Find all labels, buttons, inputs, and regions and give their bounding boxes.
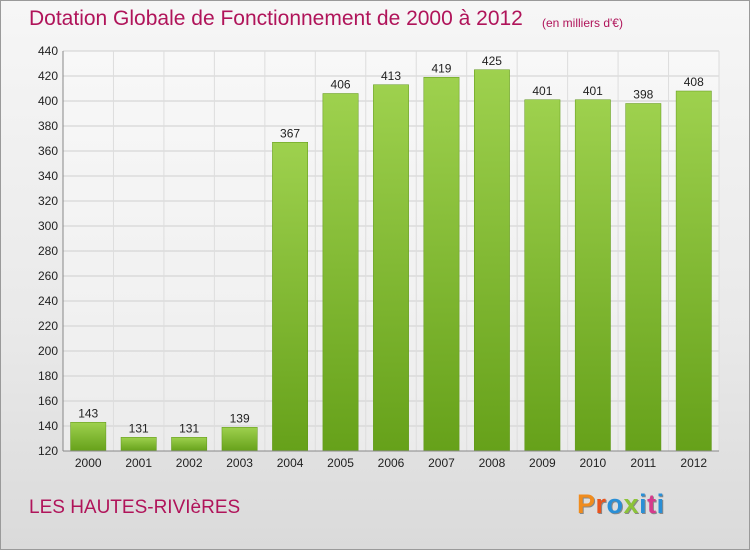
y-tick-label: 220: [38, 319, 58, 333]
y-tick-label: 160: [38, 394, 58, 408]
data-label: 143: [78, 406, 98, 420]
data-label: 131: [179, 421, 199, 435]
y-tick-label: 140: [38, 419, 58, 433]
bar[interactable]: [474, 69, 510, 452]
x-tick-label: 2006: [378, 456, 405, 470]
bar[interactable]: [675, 90, 712, 452]
x-tick-label: 2002: [176, 456, 203, 470]
x-tick-label: 2003: [226, 456, 253, 470]
data-label: 367: [280, 126, 300, 140]
data-label: 139: [230, 411, 250, 425]
y-tick-label: 240: [38, 294, 58, 308]
brand-letter: i: [639, 489, 648, 519]
y-tick-label: 300: [38, 219, 58, 233]
data-label: 413: [381, 69, 401, 83]
bar[interactable]: [373, 84, 409, 452]
bar[interactable]: [70, 422, 107, 452]
data-label: 419: [431, 61, 451, 75]
y-tick-label: 440: [38, 44, 58, 58]
brand-letter: o: [606, 489, 624, 519]
x-tick-label: 2004: [277, 456, 304, 470]
y-tick-label: 420: [38, 69, 58, 83]
x-tick-label: 2010: [579, 456, 606, 470]
bar[interactable]: [423, 77, 460, 452]
bar[interactable]: [221, 427, 258, 452]
brand-letter: x: [623, 489, 640, 519]
bar[interactable]: [272, 142, 308, 452]
x-tick-label: 2005: [327, 456, 354, 470]
commune-name: LES HAUTES-RIVIèRES: [29, 497, 241, 518]
y-tick-label: 280: [38, 244, 58, 258]
chart-title: Dotation Globale de Fonctionnement de 20…: [29, 7, 523, 30]
x-tick-label: 2001: [125, 456, 152, 470]
y-tick-label: 260: [38, 269, 58, 283]
x-tick-label: 2007: [428, 456, 455, 470]
data-label: 425: [482, 54, 502, 68]
y-tick-label: 180: [38, 369, 58, 383]
y-tick-label: 360: [38, 144, 58, 158]
x-tick-label: 2000: [75, 456, 102, 470]
bar[interactable]: [574, 99, 611, 452]
y-tick-label: 340: [38, 169, 58, 183]
bar[interactable]: [171, 437, 208, 452]
brand-letter: r: [595, 489, 607, 519]
y-tick-label: 120: [38, 444, 58, 458]
y-tick-label: 200: [38, 344, 58, 358]
data-label: 401: [583, 84, 603, 98]
brand-letter: P: [577, 489, 596, 519]
x-tick-label: 2008: [479, 456, 506, 470]
y-tick-label: 380: [38, 119, 58, 133]
bar[interactable]: [322, 93, 359, 452]
bar-chart: 120 140 160 180 200 220 240 260 280 300 320 340 360 3…: [38, 44, 720, 470]
proxiti-logo[interactable]: Proxiti: [577, 489, 665, 520]
bar[interactable]: [524, 99, 561, 452]
x-tick-label: 2011: [630, 456, 656, 470]
data-label: 401: [532, 84, 552, 98]
bar[interactable]: [120, 437, 157, 452]
x-tick-label: 2012: [680, 456, 707, 470]
y-tick-label: 320: [38, 194, 58, 208]
chart-subtitle: (en milliers d'€): [542, 16, 623, 30]
bar[interactable]: [625, 103, 662, 452]
data-label: 406: [331, 78, 351, 92]
brand-letter: t: [647, 489, 657, 519]
data-label: 408: [684, 75, 704, 89]
data-label: 398: [633, 88, 653, 102]
y-tick-label: 400: [38, 94, 58, 108]
data-label: 131: [129, 421, 149, 435]
brand-letter: i: [656, 489, 665, 519]
x-tick-label: 2009: [529, 456, 556, 470]
